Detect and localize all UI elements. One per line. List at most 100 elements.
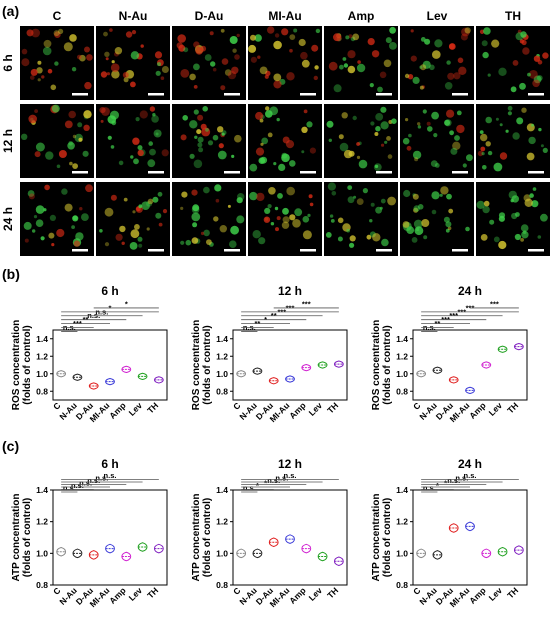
cell-spot (347, 65, 356, 74)
violin-amp (481, 361, 492, 369)
cell-spot (343, 149, 353, 159)
cell-spot (77, 122, 83, 128)
violin-n-au (72, 548, 83, 559)
cell-spot (512, 60, 519, 66)
cell-spot (367, 38, 375, 46)
cell-spot (47, 68, 53, 74)
cell-spot (129, 242, 138, 250)
cell-spot (301, 126, 308, 133)
cell-spot (234, 134, 242, 143)
cell-spot (137, 145, 143, 151)
cell-spot (526, 152, 535, 161)
cell-spot (352, 33, 360, 41)
cell-spot (273, 162, 277, 166)
cell-spot (135, 117, 140, 122)
cell-spot (224, 69, 232, 76)
chart-title: 6 h (101, 457, 118, 471)
cell-spot (387, 154, 393, 159)
cell-spot (306, 121, 313, 128)
cell-spot (114, 47, 123, 55)
chart-title: 24 h (458, 457, 482, 471)
cell-spot (180, 206, 184, 210)
y-tick-label: 0.8 (396, 580, 408, 590)
cell-spot (119, 225, 126, 233)
cell-spot (326, 120, 334, 128)
cell-spot (446, 60, 451, 65)
cell-spot (286, 186, 296, 196)
cell-spot (380, 106, 387, 113)
cell-spot (411, 237, 418, 243)
cell-spot (51, 104, 60, 113)
x-tick-label-amp: Amp (107, 585, 127, 605)
cell-spot (154, 51, 163, 59)
cell-spot (289, 34, 296, 40)
cell-spot (477, 150, 484, 157)
cell-spot (276, 216, 281, 221)
scale-bar (72, 171, 88, 174)
cell-spot (198, 147, 204, 153)
cell-spot (516, 117, 524, 125)
cell-spot (193, 63, 200, 71)
violin-amp (481, 548, 492, 559)
cell-spot (21, 48, 28, 55)
cell-spot (147, 198, 154, 205)
cell-spot (449, 43, 455, 50)
cell-spot (450, 147, 458, 155)
violin-th (513, 342, 524, 351)
cell-spot (204, 54, 212, 61)
cell-spot (431, 111, 439, 120)
cell-spot (191, 237, 199, 244)
cell-spot (499, 123, 503, 127)
significance-label: n.s. (104, 471, 117, 480)
cell-spot (289, 48, 293, 53)
time-label-1: 12 h (1, 129, 15, 153)
scale-bar (72, 249, 88, 252)
cell-spot (139, 110, 148, 119)
cell-spot (528, 136, 536, 145)
cell-spot (307, 213, 311, 217)
cell-spot (483, 200, 490, 207)
condition-label-amp: Amp (348, 9, 375, 23)
scale-bar (452, 171, 468, 174)
significance-label: *** (490, 299, 499, 308)
cell-spot (105, 57, 109, 61)
cell-spot (406, 226, 415, 235)
cell-spot (125, 31, 133, 38)
scale-bar (72, 93, 88, 96)
scale-bar (148, 249, 164, 252)
cell-spot (193, 109, 199, 115)
cell-spot (412, 193, 419, 200)
cell-spot (460, 33, 468, 41)
cell-spot (426, 121, 431, 126)
cell-spot (517, 29, 522, 34)
cell-spot (515, 32, 524, 41)
cell-spot (110, 63, 120, 72)
cell-spot (433, 133, 438, 138)
cell-spot (137, 149, 144, 157)
cell-spot (301, 59, 310, 68)
cell-spot (327, 182, 336, 191)
chart-c-5: 24 h ATP concentration (folds of control)0… (371, 457, 528, 609)
cell-spot (328, 138, 332, 142)
cell-spot (67, 142, 75, 150)
violin-n-au (432, 550, 443, 560)
cell-spot (203, 186, 210, 194)
cell-spot (269, 106, 279, 116)
micrograph-amp-0 (324, 26, 398, 100)
cell-spot (330, 219, 335, 223)
cell-spot (300, 51, 308, 60)
scale-bar (528, 171, 544, 174)
micrograph-n-au-0 (96, 26, 170, 100)
cell-spot (293, 28, 298, 33)
y-axis-label: (folds of control) (382, 498, 393, 577)
micrograph-d-au-0 (172, 26, 246, 100)
cell-spot (104, 207, 114, 217)
cell-spot (352, 115, 357, 121)
cell-spot (493, 162, 503, 172)
cell-spot (540, 213, 548, 222)
y-tick-label: 1.0 (396, 369, 408, 379)
y-tick-label: 1.4 (36, 485, 48, 495)
condition-label-n-au: N-Au (119, 9, 148, 23)
cell-spot (267, 132, 273, 138)
